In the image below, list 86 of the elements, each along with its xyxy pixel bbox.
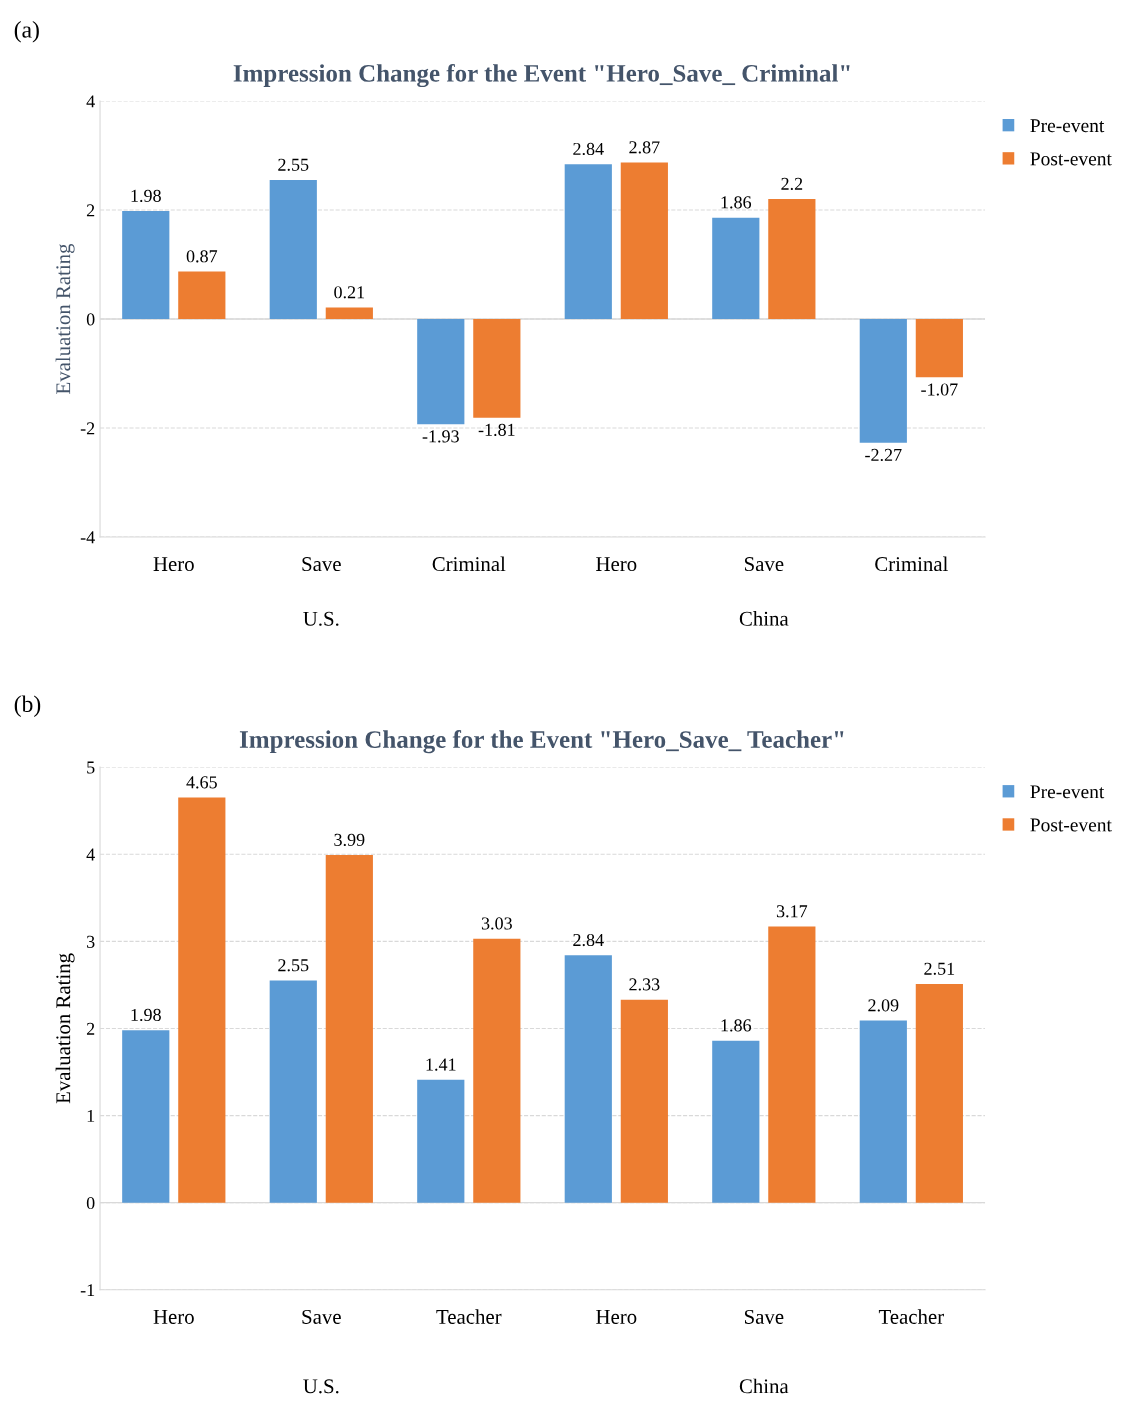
bar xyxy=(564,955,612,1203)
legend-label: Post-event xyxy=(1030,818,1112,832)
y-axis-title: Evaluation Rating xyxy=(55,243,75,394)
bar xyxy=(122,1030,170,1203)
data-label: 2.55 xyxy=(278,959,309,972)
bar xyxy=(768,199,816,320)
data-label: 0.87 xyxy=(186,250,218,263)
data-label: 1.86 xyxy=(721,1019,752,1032)
x-tick-label: Hero xyxy=(153,1310,194,1324)
y-tick-label: -4 xyxy=(80,531,95,544)
data-label: -1.81 xyxy=(478,423,515,436)
bar xyxy=(178,797,226,1203)
text: China xyxy=(739,611,789,626)
x-tick-label: Save xyxy=(302,1309,341,1324)
data-label: 2.84 xyxy=(573,142,604,156)
bar xyxy=(712,1040,760,1203)
chart-title: Impression Change for the Event "Hero_Save_ Criminal" xyxy=(233,63,850,88)
bar xyxy=(859,319,907,443)
legend-label: Post-event xyxy=(1030,152,1112,166)
data-label: 3.17 xyxy=(776,905,808,918)
data-label: 3.99 xyxy=(334,833,365,846)
text: U.S. xyxy=(303,611,339,626)
text: China xyxy=(739,1378,789,1394)
data-label: 2.2 xyxy=(781,177,803,190)
y-tick-label: 3 xyxy=(87,935,95,948)
data-label: 2.09 xyxy=(868,999,899,1012)
y-tick-label: 1 xyxy=(87,1109,95,1122)
y-axis-title: Evaluation Rating xyxy=(55,953,75,1104)
data-label: 1.41 xyxy=(426,1058,456,1071)
y-tick-label: 2 xyxy=(86,1022,95,1035)
data-label: 3.03 xyxy=(481,917,512,930)
bar xyxy=(915,984,963,1203)
data-label: 2.51 xyxy=(924,962,955,975)
bar xyxy=(325,855,373,1203)
x-tick-label: Save xyxy=(302,557,341,572)
bar xyxy=(325,307,373,320)
legend-label: Pre-event xyxy=(1030,119,1105,133)
y-tick-label: -2 xyxy=(80,422,95,435)
data-label: -1.07 xyxy=(921,383,958,396)
data-label: 0.21 xyxy=(334,286,365,299)
x-tick-label: Teacher xyxy=(436,1309,502,1324)
y-tick-label: -1 xyxy=(80,1284,95,1297)
bar xyxy=(269,980,317,1203)
data-label: 1.98 xyxy=(131,189,161,202)
x-tick-label: Save xyxy=(744,1309,784,1324)
bar xyxy=(768,926,816,1203)
x-tick-label: Hero xyxy=(596,1310,637,1324)
x-tick-label: Criminal xyxy=(432,556,506,572)
y-tick-label: 4 xyxy=(86,95,95,108)
bar xyxy=(417,319,465,425)
bar xyxy=(417,1079,465,1203)
data-label: 2.33 xyxy=(629,978,660,991)
bar xyxy=(564,164,612,320)
bar xyxy=(473,319,521,418)
data-label: 4.65 xyxy=(186,776,217,789)
x-tick-label: Save xyxy=(744,557,784,572)
bar xyxy=(122,211,170,320)
y-tick-label: 0 xyxy=(86,1196,95,1210)
bar xyxy=(269,180,317,320)
y-tick-label: 0 xyxy=(86,313,95,326)
text: (a) xyxy=(14,21,39,43)
x-tick-label: Hero xyxy=(596,557,637,572)
y-tick-label: 5 xyxy=(87,761,95,774)
bar xyxy=(915,319,963,378)
data-label: 1.98 xyxy=(131,1008,161,1022)
bar xyxy=(473,938,521,1203)
bar xyxy=(620,999,668,1203)
x-tick-label: Hero xyxy=(153,557,194,572)
text: U.S. xyxy=(303,1379,339,1394)
data-label: 1.86 xyxy=(721,196,752,209)
data-label: 2.55 xyxy=(278,158,309,171)
chart-title: Impression Change for the Event "Hero_Save_ Teacher" xyxy=(239,730,844,754)
data-label: 2.87 xyxy=(629,141,660,154)
data-label: 2.84 xyxy=(573,933,604,947)
y-tick-label: 2 xyxy=(86,204,95,217)
text: (b) xyxy=(14,695,41,717)
x-tick-label: Criminal xyxy=(875,556,948,572)
bar xyxy=(712,217,760,320)
data-label: -1.93 xyxy=(422,430,459,443)
x-tick-label: Teacher xyxy=(878,1309,944,1324)
bar xyxy=(859,1020,907,1203)
y-tick-label: 4 xyxy=(86,848,95,861)
data-label: -2.27 xyxy=(865,448,902,462)
bar xyxy=(178,271,226,320)
bar xyxy=(620,162,668,320)
legend-label: Pre-event xyxy=(1030,785,1105,799)
